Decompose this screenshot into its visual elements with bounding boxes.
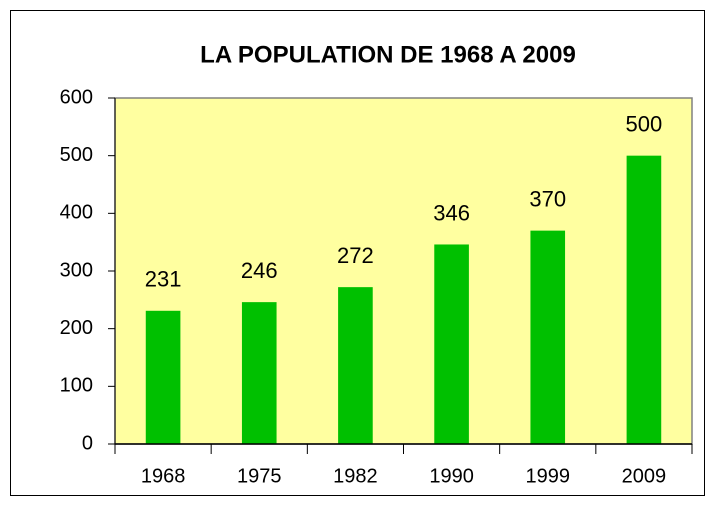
bar <box>145 310 181 444</box>
y-tick-label: 400 <box>60 202 93 224</box>
x-tick-label: 1975 <box>237 465 282 487</box>
x-tick-label: 1999 <box>526 465 571 487</box>
x-tick-label: 1990 <box>429 465 474 487</box>
plot-area <box>114 97 693 445</box>
chart-title: LA POPULATION DE 1968 A 2009 <box>200 41 576 68</box>
bar <box>530 230 566 444</box>
data-label: 272 <box>337 243 374 268</box>
y-tick-label: 200 <box>60 317 93 339</box>
y-tick-label: 600 <box>60 86 93 108</box>
data-label: 500 <box>626 111 663 136</box>
bar <box>434 244 469 444</box>
x-tick-label: 1968 <box>141 465 186 487</box>
data-label: 346 <box>433 200 470 225</box>
x-tick-label: 2009 <box>622 465 667 487</box>
x-tick-label: 1982 <box>333 465 378 487</box>
y-tick-label: 0 <box>82 432 93 454</box>
y-tick-label: 300 <box>60 259 93 281</box>
bar <box>241 302 277 444</box>
y-tick-label: 500 <box>60 144 93 166</box>
bar <box>626 155 662 444</box>
y-tick-label: 100 <box>60 375 93 397</box>
data-label: 370 <box>529 186 566 211</box>
data-label: 231 <box>145 267 182 292</box>
bar <box>338 287 373 444</box>
data-label: 246 <box>241 258 278 283</box>
